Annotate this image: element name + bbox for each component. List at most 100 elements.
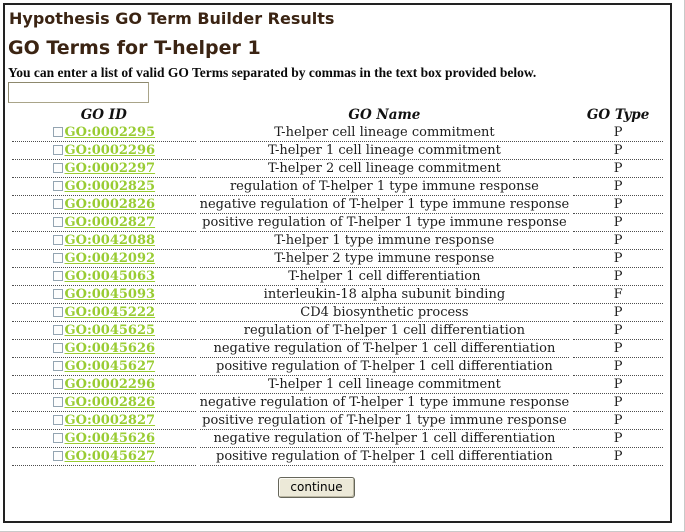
go-id-link[interactable]: GO:0002826 [64,395,156,410]
go-id-link[interactable]: GO:0002297 [64,161,156,176]
go-term-checkbox[interactable] [52,343,63,353]
go-type-cell: P [573,250,663,268]
table-row: GO:0045626 negative regulation of T-help… [12,340,663,358]
go-type-cell: P [573,178,663,196]
go-term-checkbox[interactable] [52,199,63,209]
go-term-checkbox[interactable] [52,253,63,263]
table-row: GO:0045222 CD4 biosynthetic process P [12,304,663,322]
table-header-row: GO ID GO Name GO Type [12,104,663,124]
table-row: GO:0042088 T-helper 1 type immune respon… [12,232,663,250]
go-name-cell: positive regulation of T-helper 1 cell d… [199,358,570,376]
go-id-link[interactable]: GO:0002827 [64,413,156,428]
go-id-link[interactable]: GO:0002826 [64,197,156,212]
go-type-cell: P [573,358,663,376]
table-row: GO:0045063 T-helper 1 cell differentiati… [12,268,663,286]
go-id-link[interactable]: GO:0002296 [64,377,156,392]
table-row: GO:0045626 negative regulation of T-help… [12,430,663,448]
go-name-cell: negative regulation of T-helper 1 type i… [199,395,570,412]
go-terms-input[interactable] [8,82,149,103]
table-row: GO:0002297 T-helper 2 cell lineage commi… [12,160,663,178]
go-type-cell: F [573,286,663,304]
go-type-cell: P [573,160,663,178]
go-type-cell: P [573,412,663,430]
table-row: GO:0002826 negative regulation of T-help… [12,394,663,412]
go-name-cell: T-helper cell lineage commitment [199,124,570,142]
go-type-cell: P [573,448,663,466]
table-row: GO:0045627 positive regulation of T-help… [12,448,663,466]
go-id-link[interactable]: GO:0045222 [64,305,156,320]
table-row: GO:0045625 regulation of T-helper 1 cell… [12,322,663,340]
go-term-checkbox[interactable] [52,127,63,137]
go-name-cell: negative regulation of T-helper 1 cell d… [199,430,570,448]
go-id-link[interactable]: GO:0002295 [64,125,156,140]
go-type-cell: P [573,430,663,448]
go-name-cell: T-helper 1 cell lineage commitment [199,142,570,160]
table-row: GO:0002827 positive regulation of T-help… [12,214,663,232]
table-row: GO:0042092 T-helper 2 type immune respon… [12,250,663,268]
go-term-checkbox[interactable] [52,181,63,191]
go-id-link[interactable]: GO:0002825 [64,179,156,194]
footer: continue [8,476,667,498]
column-header-go-type: GO Type [586,106,650,123]
go-term-checkbox[interactable] [52,145,63,155]
go-name-cell: positive regulation of T-helper 1 type i… [199,412,570,430]
go-term-checkbox[interactable] [52,271,63,281]
page-title: Hypothesis GO Term Builder Results [9,9,335,28]
go-name-cell: interleukin-18 alpha subunit binding [199,286,570,304]
go-name-cell: CD4 biosynthetic process [199,304,570,322]
go-id-link[interactable]: GO:0045626 [64,431,156,446]
go-term-checkbox[interactable] [52,307,63,317]
go-term-checkbox[interactable] [52,289,63,299]
go-id-link[interactable]: GO:0045063 [64,269,156,284]
go-name-cell: negative regulation of T-helper 1 type i… [199,197,570,214]
go-type-cell: P [573,340,663,358]
go-name-cell: T-helper 1 cell lineage commitment [199,376,570,394]
table-row: GO:0045627 positive regulation of T-help… [12,358,663,376]
table-row: GO:0045093 interleukin-18 alpha subunit … [12,286,663,304]
column-header-go-name: GO Name [348,106,421,123]
table-row: GO:0002296 T-helper 1 cell lineage commi… [12,376,663,394]
table-row: GO:0002827 positive regulation of T-help… [12,412,663,430]
go-term-checkbox[interactable] [52,235,63,245]
go-term-checkbox[interactable] [52,379,63,389]
go-name-cell: positive regulation of T-helper 1 cell d… [199,448,570,466]
go-term-checkbox[interactable] [52,325,63,335]
column-header-go-id: GO ID [80,106,127,123]
go-term-checkbox[interactable] [52,397,63,407]
go-type-cell: P [573,304,663,322]
go-id-link[interactable]: GO:0045626 [64,341,156,356]
go-name-cell: negative regulation of T-helper 1 cell d… [199,340,570,358]
table-row: GO:0002296 T-helper 1 cell lineage commi… [12,142,663,160]
go-type-cell: P [573,394,663,412]
go-type-cell: P [573,232,663,250]
go-id-link[interactable]: GO:0002827 [64,215,156,230]
go-type-cell: P [573,268,663,286]
go-name-cell: positive regulation of T-helper 1 type i… [199,214,570,232]
instruction-text: You can enter a list of valid GO Terms s… [8,65,537,80]
go-type-cell: P [573,196,663,214]
go-id-link[interactable]: GO:0045625 [64,323,156,338]
go-term-checkbox[interactable] [52,217,63,227]
go-type-cell: P [573,142,663,160]
go-name-cell: T-helper 1 type immune response [199,232,570,250]
table-row: GO:0002825 regulation of T-helper 1 type… [12,178,663,196]
continue-button[interactable]: continue [278,477,355,498]
table-row: GO:0002295 T-helper cell lineage commitm… [12,124,663,142]
go-id-link[interactable]: GO:0042092 [64,251,156,266]
go-term-checkbox[interactable] [52,415,63,425]
go-table-body: GO:0002295 T-helper cell lineage commitm… [12,124,663,466]
go-term-checkbox[interactable] [52,433,63,443]
go-term-checkbox[interactable] [52,163,63,173]
go-type-cell: P [573,376,663,394]
go-name-cell: T-helper 2 cell lineage commitment [199,160,570,178]
go-id-link[interactable]: GO:0002296 [64,143,156,158]
go-id-link[interactable]: GO:0042088 [64,233,156,248]
go-id-link[interactable]: GO:0045093 [64,287,156,302]
go-term-checkbox[interactable] [52,361,63,371]
go-id-link[interactable]: GO:0045627 [64,359,156,374]
go-id-link[interactable]: GO:0045627 [64,449,156,464]
go-term-checkbox[interactable] [52,451,63,461]
go-type-cell: P [573,214,663,232]
go-type-cell: P [573,322,663,340]
go-terms-table: GO ID GO Name GO Type GO:0002295 T-helpe… [8,104,667,466]
